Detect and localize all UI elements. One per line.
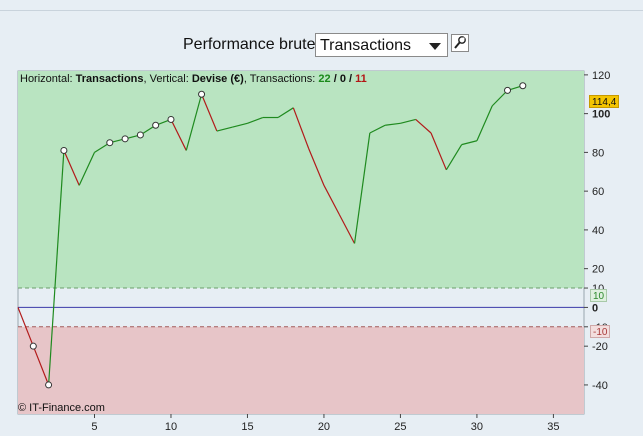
neutral-count: 0 [339, 73, 346, 85]
y-tick-label: -40 [592, 380, 608, 392]
series-segment [338, 214, 356, 244]
transactions-label: Transactions: [249, 73, 316, 85]
settings-button[interactable] [451, 34, 469, 52]
series-segment [32, 345, 50, 386]
horizontal-axis-select[interactable]: Transactions [315, 33, 448, 57]
top-divider [0, 10, 643, 11]
horizontal-label: Horizontal: [20, 73, 73, 85]
loss-count: 11 [355, 73, 367, 85]
x-tick-label: 10 [165, 421, 177, 433]
horizontal-value: Transactions [75, 73, 144, 85]
series-segment [292, 107, 310, 149]
win-count: 22 [318, 73, 331, 85]
data-point [106, 139, 114, 147]
series-segment [476, 105, 493, 142]
data-point [152, 121, 160, 129]
y-tick-label: 20 [592, 264, 604, 276]
series-segment [17, 307, 34, 347]
x-tick-label: 25 [394, 421, 406, 433]
series-segment [247, 116, 263, 124]
series-segment [63, 150, 80, 186]
data-point [60, 146, 68, 154]
series-segment [369, 124, 386, 134]
x-tick-label: 15 [241, 421, 253, 433]
series-segment [232, 122, 248, 128]
sep-1: / [333, 73, 337, 85]
series-segment [308, 148, 325, 186]
chart-info: Horizontal: Transactions, Vertical: Devi… [20, 73, 367, 85]
chart-header: Performance brute Transactions [0, 33, 643, 59]
data-point [136, 131, 144, 139]
equity-markers [29, 82, 527, 389]
y-axis: -40 -20 -10 010 20 40 60 80 100 120 [584, 70, 610, 392]
vertical-value: Devise (€) [191, 73, 244, 85]
select-value: Transactions [320, 37, 411, 54]
page-title: Performance brute [183, 36, 316, 53]
equity-series [17, 85, 523, 386]
series-segment [78, 152, 96, 186]
data-point [121, 135, 129, 143]
series-segment [277, 107, 294, 119]
x-tick-label: 35 [547, 421, 559, 433]
data-point [45, 381, 53, 389]
positive-zone [18, 71, 584, 289]
data-point [519, 82, 527, 90]
series-segment [170, 119, 187, 151]
lower-band-badge: -10 [590, 325, 611, 338]
vertical-label: Vertical: [149, 73, 189, 85]
x-tick-label: 20 [318, 421, 330, 433]
last-value-badge: 114,4 [589, 95, 620, 108]
wrench-icon [454, 36, 466, 49]
data-point [504, 86, 512, 94]
upper-band-badge: 10 [590, 289, 608, 302]
series-segment [323, 185, 340, 215]
y-tick-label: 120 [592, 70, 610, 82]
data-point [167, 115, 175, 123]
y-tick-label: 40 [592, 225, 604, 237]
series-segment [445, 144, 463, 171]
series-segment [400, 118, 416, 124]
y-tick-label: 60 [592, 186, 604, 198]
x-tick-label: 30 [471, 421, 483, 433]
data-point [198, 90, 206, 98]
series-segment [47, 150, 65, 385]
series-segment [491, 89, 508, 107]
credit-text: © IT-Finance.com [18, 402, 105, 414]
data-point [29, 342, 37, 350]
series-segment [385, 122, 401, 126]
series-segment [353, 132, 371, 244]
y-tick-label: -20 [592, 341, 608, 353]
series-segment [185, 94, 203, 151]
chevron-down-icon [429, 43, 441, 50]
negative-zone [18, 326, 584, 414]
y-tick-label: 0 [592, 302, 598, 314]
x-tick-label: 5 [91, 421, 97, 433]
series-segment [216, 126, 233, 132]
series-segment [461, 140, 478, 146]
y-tick-label: 80 [592, 147, 604, 159]
x-axis: 5 10 15 20 25 30 35 [91, 414, 560, 433]
series-segment [415, 118, 432, 134]
series-segment [201, 94, 218, 132]
y-tick-label: 100 [592, 109, 610, 121]
sep-2: / [349, 73, 353, 85]
series-segment [430, 132, 447, 171]
